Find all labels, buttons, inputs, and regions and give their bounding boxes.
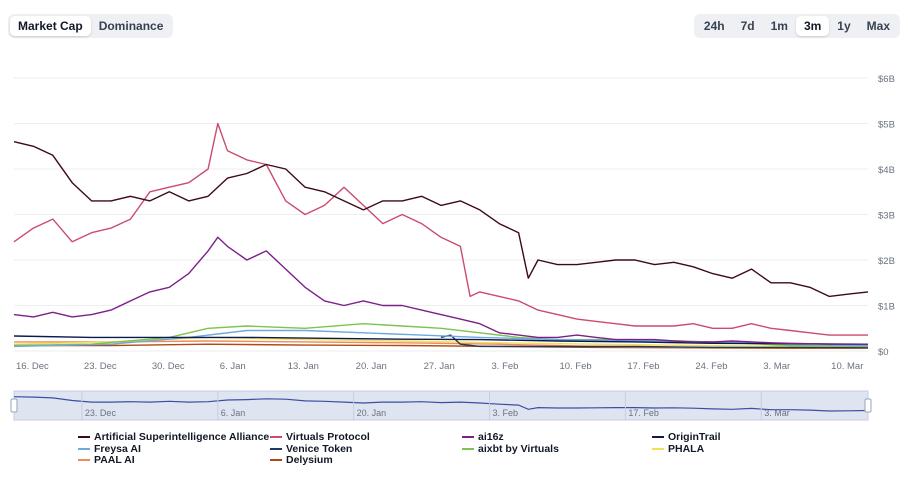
navigator-handle-right[interactable] — [864, 398, 872, 413]
x-tick-label: 20. Jan — [356, 361, 387, 372]
metric-toggle: Market Cap Dominance — [8, 14, 174, 38]
legend-swatch — [78, 459, 90, 461]
y-tick-label: $6B — [878, 74, 895, 85]
navigator-tick-label: 3. Feb — [493, 408, 519, 418]
legend-item[interactable]: Artificial Superintelligence Alliance — [78, 431, 269, 443]
legend-item[interactable]: Delysium — [270, 454, 333, 466]
legend-label: Artificial Superintelligence Alliance — [94, 431, 270, 443]
x-tick-label: 6. Jan — [220, 361, 246, 372]
series-line-artificial-superintelligence-alliance[interactable] — [13, 141, 869, 298]
legend-label: OriginTrail — [668, 431, 721, 443]
series-line-venice-token[interactable] — [440, 334, 869, 349]
y-tick-label: $2B — [878, 256, 895, 267]
legend-swatch — [462, 447, 474, 450]
legend-swatch — [270, 447, 282, 450]
legend-label: Venice Token — [286, 442, 353, 455]
legend-swatch — [78, 447, 90, 450]
series-line-virtuals-protocol[interactable] — [13, 122, 868, 336]
x-tick-label: 27. Jan — [424, 361, 455, 372]
x-tick-label: 16. Dec — [16, 361, 49, 372]
legend-swatch — [652, 447, 664, 450]
period-1y-tab[interactable]: 1y — [837, 19, 851, 33]
y-tick-label: $4B — [878, 165, 895, 176]
navigator-tick-label: 6. Jan — [221, 408, 246, 418]
navigator-tick-label: 3. Mar — [764, 408, 790, 418]
legend-item[interactable]: Virtuals Protocol — [270, 431, 370, 443]
x-tick-label: 3. Feb — [492, 361, 519, 372]
legend-item[interactable]: PHALA — [652, 443, 704, 455]
legend-item[interactable]: OriginTrail — [652, 431, 721, 443]
market-cap-tab[interactable]: Market Cap — [10, 16, 91, 36]
navigator-tick-label: 17. Feb — [628, 408, 659, 418]
y-tick-label: $1B — [878, 302, 895, 313]
legend-label: aixbt by Virtuals — [478, 442, 559, 455]
legend-swatch — [78, 436, 90, 438]
x-tick-label: 10. Feb — [559, 361, 591, 372]
y-tick-label: $0 — [878, 347, 889, 358]
x-tick-label: 23. Dec — [84, 361, 117, 372]
legend-item[interactable]: Venice Token — [270, 443, 352, 455]
series-line-origintrail[interactable] — [13, 335, 869, 345]
legend-item[interactable]: aixbt by Virtuals — [462, 443, 559, 455]
period-3m-tab[interactable]: 3m — [795, 16, 830, 36]
x-tick-label: 10. Mar — [831, 361, 863, 372]
navigator-series-line — [13, 396, 869, 412]
x-tick-label: 13. Jan — [288, 361, 319, 372]
x-tick-label: 30. Dec — [152, 361, 185, 372]
legend-item[interactable]: PAAL AI — [78, 454, 135, 466]
period-1m-tab[interactable]: 1m — [770, 19, 788, 33]
navigator-tick-label: 23. Dec — [85, 408, 117, 418]
period-toggle: 24h 7d 1m 3m 1y Max — [693, 14, 900, 38]
x-tick-label: 3. Mar — [763, 361, 790, 372]
period-7d-tab[interactable]: 7d — [740, 19, 755, 33]
legend-label: PHALA — [668, 442, 705, 455]
legend-label: Virtuals Protocol — [286, 431, 370, 443]
legend-swatch — [270, 459, 282, 461]
x-tick-label: 17. Feb — [627, 361, 659, 372]
legend-item[interactable]: Freysa AI — [78, 443, 141, 455]
market-cap-chart: $0 $1B $2B $3B $4B $5B $6B 16. Dec 23. Dec 30. De… — [10, 74, 895, 421]
navigator-handle-left[interactable] — [10, 398, 18, 413]
legend-swatch — [652, 436, 664, 438]
navigator-range[interactable] — [13, 390, 869, 421]
period-max-tab[interactable]: Max — [866, 19, 890, 33]
legend-swatch — [462, 436, 474, 438]
x-tick-label: 24. Feb — [695, 361, 727, 372]
y-tick-label: $5B — [878, 120, 895, 131]
legend-label: ai16z — [478, 431, 504, 443]
legend-label: Delysium — [286, 454, 333, 466]
legend-label: PAAL AI — [94, 454, 135, 466]
dominance-tab[interactable]: Dominance — [98, 19, 164, 33]
y-tick-label: $3B — [878, 211, 895, 222]
navigator-tick-label: 20. Jan — [357, 408, 387, 418]
chart-legend: Artificial Superintelligence Alliance Vir… — [78, 431, 898, 467]
legend-item[interactable]: ai16z — [462, 431, 504, 443]
legend-swatch — [270, 436, 282, 438]
series-line-ai16z[interactable] — [13, 236, 868, 345]
period-24h-tab[interactable]: 24h — [703, 19, 725, 33]
legend-label: Freysa AI — [94, 442, 141, 455]
